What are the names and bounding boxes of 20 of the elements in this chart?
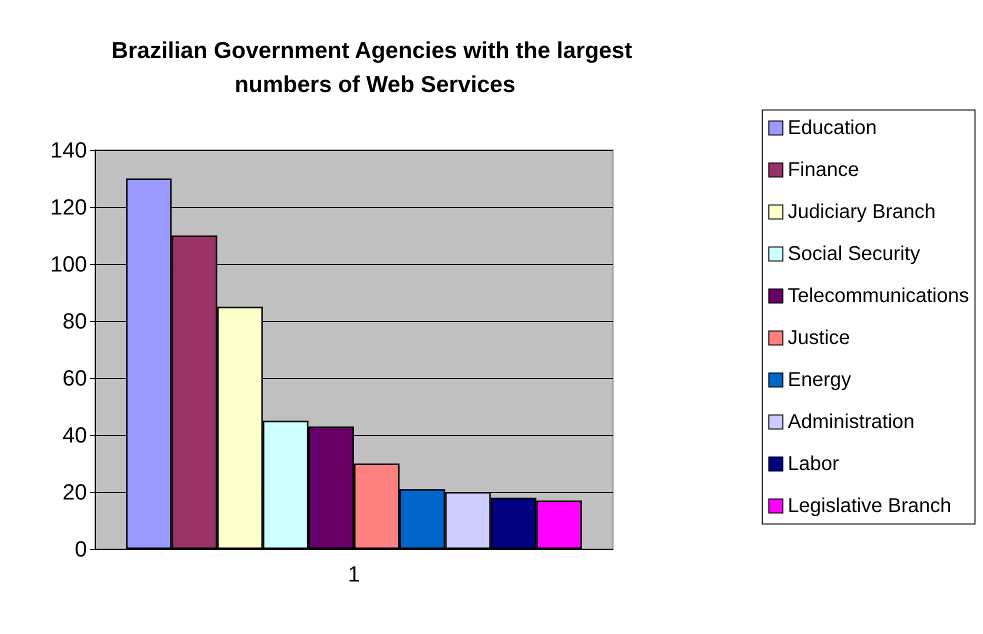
y-tick-label: 140 xyxy=(50,138,87,162)
y-tick-label: 100 xyxy=(50,252,87,276)
legend-label: Energy xyxy=(788,369,852,391)
y-tick-label: 60 xyxy=(62,366,87,390)
legend-label: Finance xyxy=(788,159,859,181)
y-tick-label: 20 xyxy=(62,480,87,504)
legend-label: Judiciary Branch xyxy=(788,201,936,223)
chart-title: Brazilian Government Agencies with the largest numbers of Web Services xyxy=(111,37,639,97)
legend-label: Telecommunications xyxy=(788,285,970,307)
y-tick-label: 120 xyxy=(50,194,87,220)
legend-label: Legislative Branch xyxy=(788,495,952,517)
legend-label: Administration xyxy=(788,411,915,433)
legend-label: Labor xyxy=(788,453,840,475)
y-tick-label: 80 xyxy=(62,308,87,334)
y-tick-label: 40 xyxy=(62,422,87,448)
x-tick-label: 1 xyxy=(348,562,360,586)
legend-label: Social Security xyxy=(788,243,920,265)
y-tick-label: 0 xyxy=(74,536,87,562)
legend-label: Education xyxy=(788,117,877,139)
legend-label: Justice xyxy=(788,327,850,349)
